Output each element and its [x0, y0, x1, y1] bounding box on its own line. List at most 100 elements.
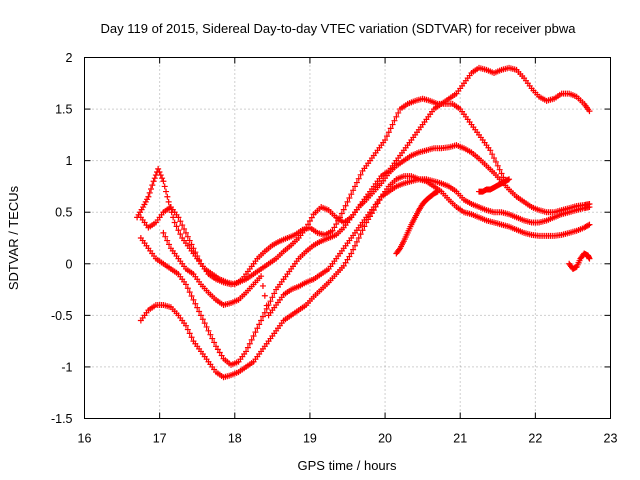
data-point: [331, 224, 338, 231]
y-tick-label: 1: [66, 154, 73, 168]
data-point: [492, 158, 499, 165]
data-point: [258, 273, 265, 280]
data-point: [338, 210, 345, 217]
data-point: [214, 346, 221, 353]
data-point: [155, 165, 162, 172]
y-tick-label: 1.5: [55, 103, 72, 117]
data-point: [271, 290, 278, 297]
data-point: [177, 231, 184, 238]
x-tick-label: 17: [153, 432, 167, 446]
data-point: [586, 221, 593, 228]
data-point: [350, 246, 357, 253]
data-point: [342, 202, 349, 209]
data-point: [256, 321, 263, 328]
data-point: [350, 187, 357, 194]
data-point: [209, 335, 216, 342]
data-point: [203, 323, 210, 330]
data-point: [170, 214, 177, 221]
data-point: [192, 300, 199, 307]
data-point: [250, 332, 257, 339]
data-point: [344, 256, 351, 263]
data-point: [344, 198, 351, 205]
data-point: [207, 331, 214, 338]
data-point: [165, 198, 172, 205]
data-point: [184, 233, 191, 240]
data-point: [243, 348, 250, 355]
data-point: [175, 214, 182, 221]
grid: [84, 57, 611, 419]
data-point: [148, 186, 155, 193]
series-e: [160, 176, 593, 319]
data-point: [333, 221, 340, 228]
data-point: [305, 221, 312, 228]
y-axis-label: SDTVAR / TECUs: [6, 185, 21, 290]
data-point: [586, 255, 593, 262]
data-point: [329, 227, 336, 234]
series-g: [476, 176, 513, 195]
data-point: [160, 229, 167, 236]
data-point: [269, 294, 276, 301]
data-point: [263, 302, 270, 309]
data-point: [359, 227, 366, 234]
data-point: [248, 336, 255, 343]
data-point: [357, 171, 364, 178]
data-point: [186, 289, 193, 296]
data-point: [205, 327, 212, 334]
data-point: [194, 253, 201, 260]
data-point: [254, 325, 261, 332]
data-point: [201, 320, 208, 327]
y-tick-label: -0.5: [51, 309, 73, 323]
data-point: [348, 191, 355, 198]
axis-ticks: 16 17 18 19 20 21 22 23 -1.5 -1 -0.5 0 0.5 1 1.5 2: [51, 51, 618, 446]
data-point: [494, 162, 501, 169]
data-point: [150, 178, 157, 185]
data-point: [182, 322, 189, 329]
data-point: [188, 293, 195, 300]
data-point: [196, 308, 203, 315]
data-point: [352, 242, 359, 249]
data-point: [487, 147, 494, 154]
data-point: [340, 262, 347, 269]
data-point: [192, 249, 199, 256]
data-point: [506, 176, 513, 183]
data-point: [353, 238, 360, 245]
data-point: [146, 189, 153, 196]
data-point: [342, 259, 349, 266]
x-tick-label: 22: [528, 432, 542, 446]
data-point: [145, 193, 152, 200]
data-point: [163, 188, 170, 195]
data-point: [252, 329, 259, 336]
plot-frame: [84, 57, 611, 419]
data-point: [190, 296, 197, 303]
data-point: [355, 235, 362, 241]
data-point: [383, 133, 390, 140]
data-point: [173, 223, 180, 230]
data-point: [434, 188, 441, 195]
data-point: [355, 175, 362, 182]
data-point: [177, 218, 184, 225]
data-point: [199, 316, 206, 323]
data-point: [348, 250, 355, 257]
data-point: [179, 222, 186, 229]
x-axis-label: GPS time / hours: [298, 458, 397, 473]
data-point: [385, 129, 392, 136]
data-point: [197, 312, 204, 319]
data-point: [308, 214, 315, 221]
data-point: [387, 125, 394, 132]
data-point: [346, 195, 353, 202]
data-point: [389, 121, 396, 128]
data-point: [175, 227, 182, 234]
data-point: [190, 245, 197, 252]
data-point: [188, 334, 195, 341]
data-point: [186, 330, 193, 337]
x-tick-label: 23: [604, 432, 618, 446]
data-point: [196, 256, 203, 263]
data-point: [159, 175, 166, 182]
data-point: [161, 183, 168, 190]
data-point: [491, 155, 498, 162]
data-point: [393, 113, 400, 120]
data-point: [149, 182, 156, 189]
series-h: [566, 250, 593, 272]
data-point: [498, 170, 505, 177]
